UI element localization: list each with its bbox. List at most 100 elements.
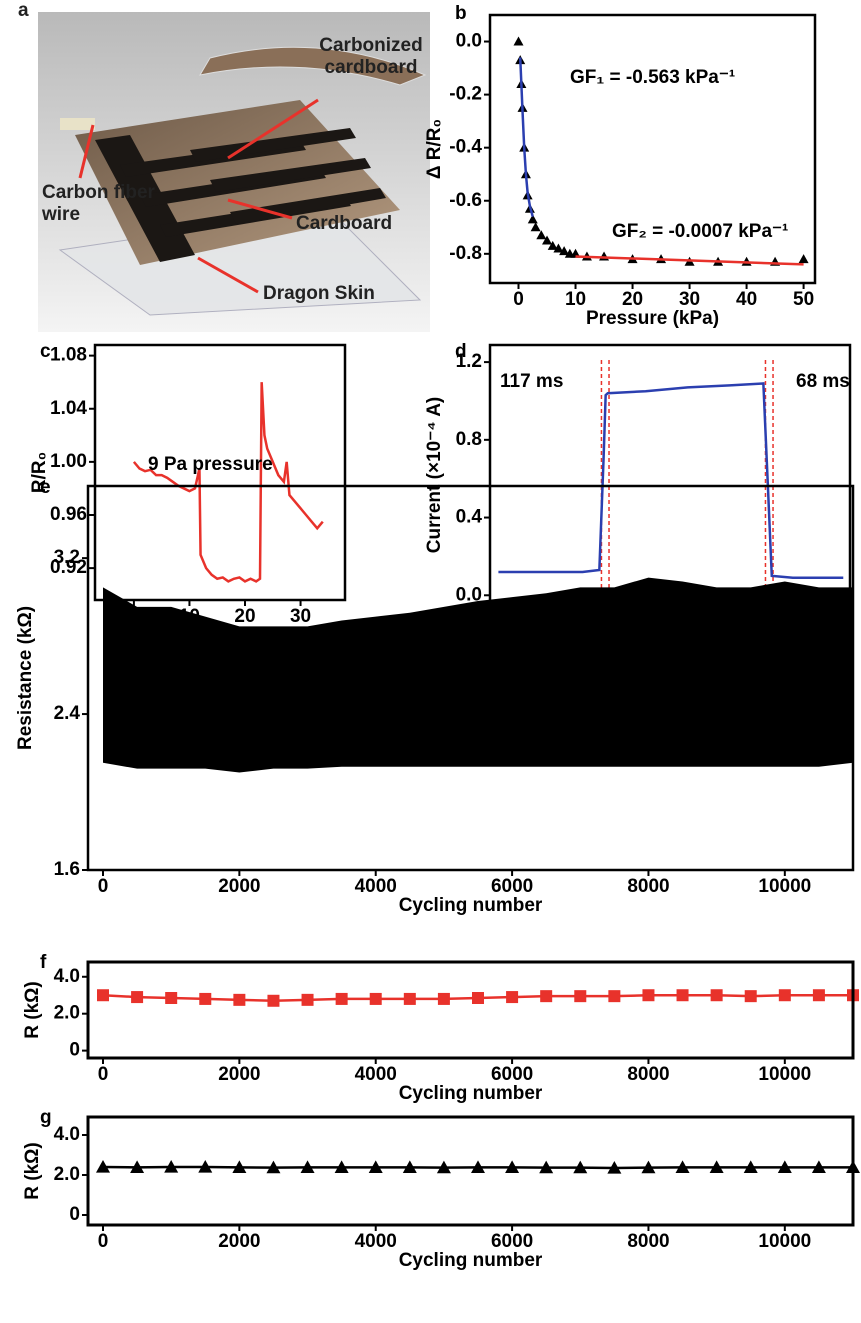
marker [437, 992, 450, 1005]
electrode-pattern [95, 128, 386, 262]
marker [232, 1160, 247, 1173]
marker [559, 246, 570, 256]
marker [164, 1160, 179, 1173]
x-tick-label: 8000 [627, 1231, 669, 1252]
series-line [575, 255, 804, 266]
y-tick-label: 0.4 [456, 507, 483, 528]
panel-label: b [455, 3, 467, 24]
x-tick-label: 40 [736, 289, 757, 310]
y-axis-label: Resistance (kΩ) [15, 606, 36, 750]
y-axis-label: Current (×10⁻⁴ A) [424, 397, 445, 554]
marker [267, 994, 280, 1007]
y-tick-label: 4.0 [54, 966, 80, 987]
y-tick-label: 0 [69, 1204, 80, 1225]
marker [403, 992, 416, 1005]
panel-label: a [18, 0, 29, 21]
x-tick-label: 30 [290, 606, 311, 627]
plot-frame [93, 343, 347, 602]
marker [131, 991, 144, 1004]
marker [369, 992, 382, 1005]
y-tick-label: 1.2 [456, 351, 482, 372]
marker [744, 990, 757, 1003]
marker [97, 989, 109, 1002]
plot-frame [86, 484, 855, 872]
arrows [78, 98, 319, 294]
annotation: GF₁ = -0.563 kPa⁻¹ [570, 67, 735, 88]
x-tick-label: 6000 [491, 876, 533, 897]
y-axis-label: Δ R/R₀ [424, 119, 445, 179]
y-tick-label: 1.04 [50, 398, 87, 419]
x-axis-label: Cycling number [399, 895, 543, 916]
marker [547, 240, 558, 250]
x-tick-label: 4000 [355, 1064, 397, 1085]
marker [530, 222, 541, 232]
marker [334, 1160, 349, 1173]
y-tick-label: 3.2 [54, 547, 80, 568]
annotation: Dragon Skin [263, 283, 375, 304]
marker [300, 1160, 315, 1173]
x-tick-label: 20 [622, 289, 643, 310]
series-line [132, 382, 324, 583]
x-tick-label: 30 [679, 289, 700, 310]
marker [607, 1161, 622, 1174]
x-tick-label: 2000 [218, 876, 260, 897]
x-tick-label: 4000 [355, 876, 397, 897]
x-tick-label: 0 [98, 1231, 109, 1252]
y-tick-label: 1.08 [50, 345, 87, 366]
annotation: Cardboard [296, 213, 393, 234]
y-tick-label: -0.6 [449, 190, 482, 211]
marker [506, 991, 519, 1004]
illustration [38, 12, 430, 332]
x-tick-label: 8000 [627, 876, 669, 897]
x-tick-label: 8000 [627, 1064, 669, 1085]
marker [513, 36, 524, 46]
x-tick-label: 50 [793, 289, 814, 310]
marker [778, 989, 791, 1002]
x-tick-label: 20 [234, 606, 255, 627]
series-line [498, 382, 844, 580]
marker [130, 1160, 145, 1173]
marker [436, 1160, 451, 1174]
x-axis-label: Cycling number [399, 1250, 543, 1271]
series-line [518, 57, 534, 217]
marker [709, 1160, 724, 1173]
panel-label: g [40, 1107, 52, 1128]
y-tick-label: 2.4 [54, 703, 81, 724]
annotation: 117 ms [500, 371, 563, 392]
marker [812, 989, 825, 1002]
marker [301, 993, 314, 1006]
y-tick-label: 2.0 [54, 1164, 80, 1185]
plot-frame [86, 1115, 855, 1227]
marker [233, 993, 246, 1006]
annotation: Carbonized cardboard [319, 35, 423, 78]
y-tick-label: 0.96 [50, 504, 87, 525]
marker [553, 243, 564, 253]
x-tick-label: 2000 [218, 1064, 260, 1085]
y-tick-label: 0.8 [456, 429, 482, 450]
marker [198, 1160, 213, 1173]
x-tick-label: 2000 [218, 1231, 260, 1252]
annotation: GF₂ = -0.0007 kPa⁻¹ [612, 221, 788, 242]
marker [505, 1160, 520, 1173]
marker [777, 1160, 792, 1173]
x-axis-label: Cycling number [399, 1083, 543, 1104]
y-tick-label: -0.8 [449, 243, 482, 264]
y-tick-label: -0.2 [449, 84, 482, 105]
panel-label: d [455, 341, 467, 362]
marker [539, 1160, 554, 1174]
y-tick-label: 0.0 [456, 584, 482, 605]
y-tick-label: 1.6 [54, 859, 80, 880]
marker [527, 214, 538, 224]
annotation: 68 ms [796, 371, 850, 392]
x-tick-label: 0 [98, 1064, 109, 1085]
marker [811, 1160, 826, 1173]
marker [710, 989, 723, 1002]
marker [608, 990, 621, 1003]
y-tick-label: 1.00 [50, 451, 87, 472]
marker [335, 992, 348, 1005]
y-tick-label: 0.92 [50, 557, 87, 578]
annotation: Carbon fiber wire [42, 182, 155, 225]
marker [402, 1160, 417, 1173]
